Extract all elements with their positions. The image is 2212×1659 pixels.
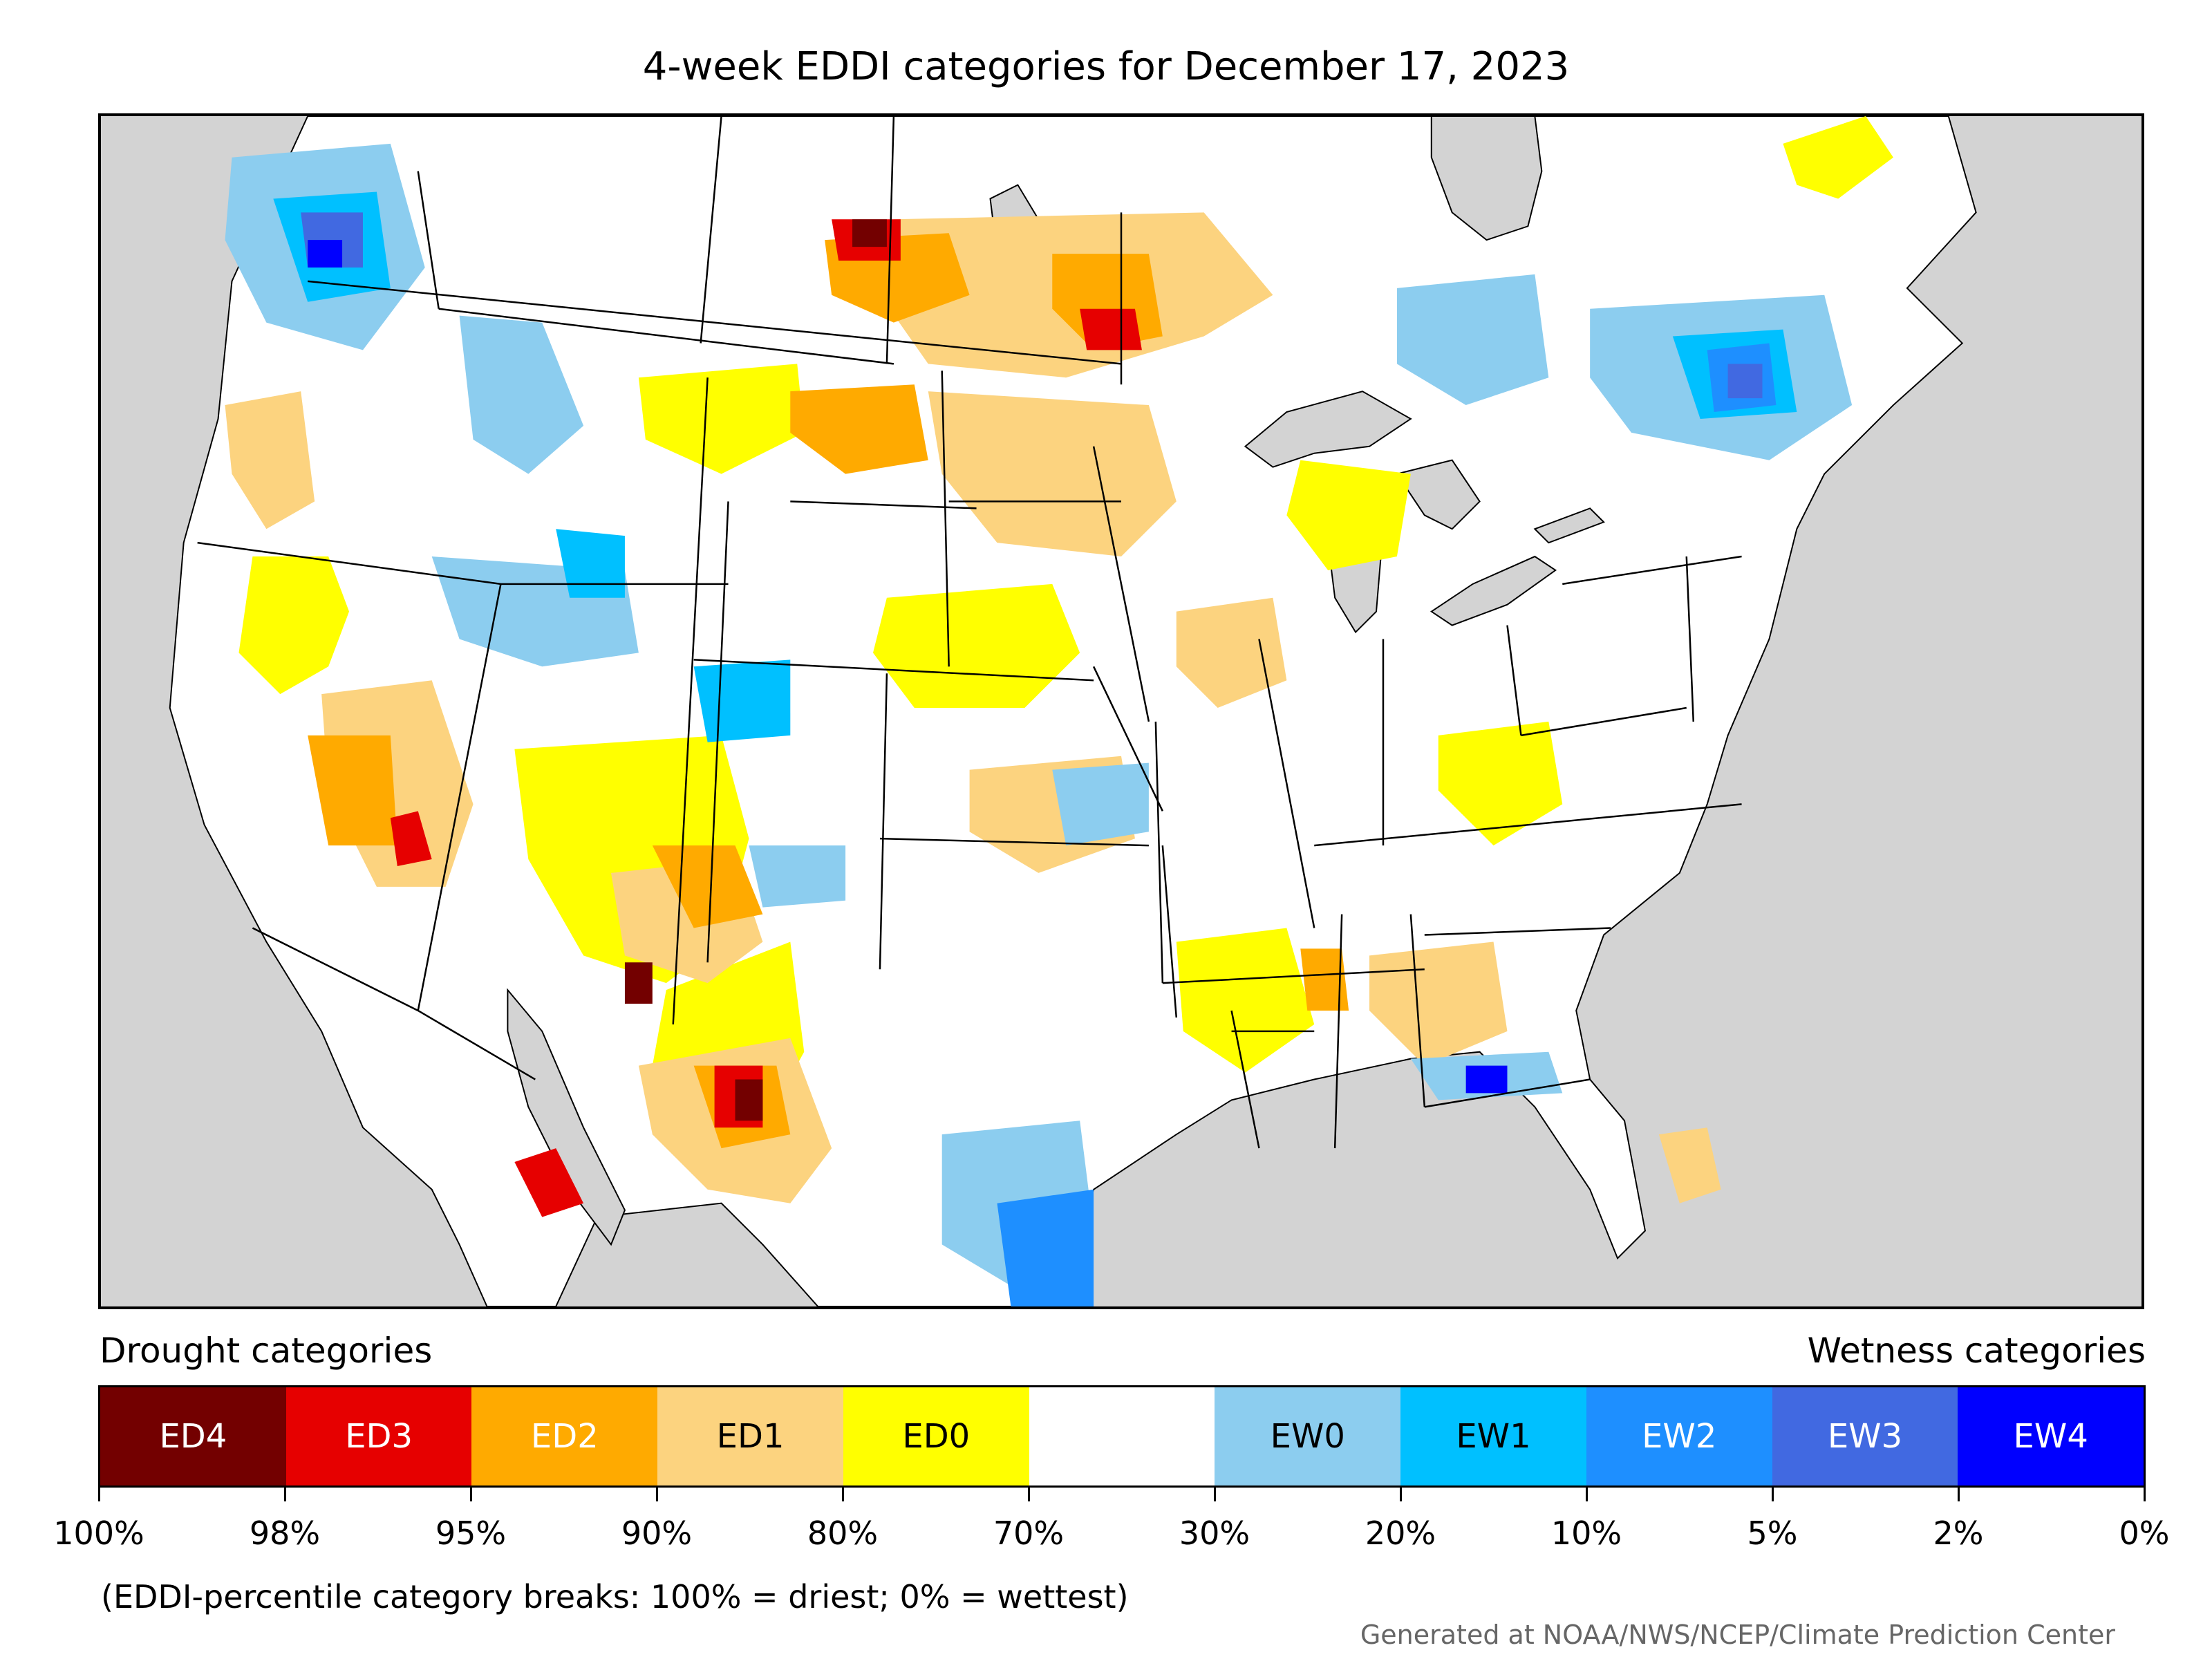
legend-swatch-ed2: ED2 — [471, 1387, 658, 1485]
legend-break-label: 95% — [435, 1515, 507, 1552]
legend-swatch-ed1: ED1 — [657, 1387, 843, 1485]
wetness-categories-heading: Wetness categories — [1807, 1331, 2146, 1371]
legend-swatch-ew3: EW3 — [1772, 1387, 1958, 1485]
legend-break-label: 2% — [1933, 1515, 1984, 1552]
eddi-shading — [225, 116, 1893, 1306]
legend-tick — [842, 1486, 844, 1501]
legend-swatch-ed3: ED3 — [285, 1387, 472, 1485]
hudson-bay — [1430, 116, 1543, 241]
legend-break-label: 100% — [53, 1515, 144, 1552]
legend-break-label: 98% — [249, 1515, 321, 1552]
legend-swatch-neutral — [1029, 1387, 1215, 1485]
gulf-of-california — [507, 988, 626, 1246]
category-legend-bar: ED4 ED3 ED2 ED1 ED0 EW0 EW1 EW2 EW3 EW4 — [98, 1385, 2146, 1488]
legend-swatch-ew2: EW2 — [1586, 1387, 1772, 1485]
legend-break-label: 10% — [1550, 1515, 1622, 1552]
legend-tick — [2144, 1486, 2146, 1501]
legend-tick — [1400, 1486, 1402, 1501]
legend-break-label: 0% — [2119, 1515, 2170, 1552]
legend-swatch-ew4: EW4 — [1958, 1387, 2144, 1485]
drought-categories-heading: Drought categories — [100, 1331, 433, 1371]
legend-tick — [1028, 1486, 1030, 1501]
state-boundaries — [197, 116, 1742, 1149]
legend-break-label: 80% — [807, 1515, 879, 1552]
legend-swatch-ed4: ED4 — [100, 1387, 286, 1485]
credit-line: Generated at NOAA/NWS/NCEP/Climate Predi… — [1360, 1620, 2115, 1650]
legend-swatch-ew1: EW1 — [1400, 1387, 1586, 1485]
legend-tick — [284, 1486, 286, 1501]
land-north-america — [169, 116, 1977, 1306]
legend-tick — [470, 1486, 472, 1501]
legend-break-label: 5% — [1747, 1515, 1798, 1552]
eddi-map — [169, 116, 1977, 1306]
map-panel — [98, 113, 2144, 1309]
legend-tick — [1772, 1486, 1774, 1501]
legend-tick — [1586, 1486, 1588, 1501]
legend-break-label: 70% — [993, 1515, 1065, 1552]
map-title: 4-week EDDI categories for December 17, … — [642, 44, 1570, 89]
legend-swatch-ed0: ED0 — [843, 1387, 1029, 1485]
legend-break-label: 30% — [1179, 1515, 1250, 1552]
category-breaks-note: (EDDI-percentile category breaks: 100% =… — [101, 1578, 1129, 1615]
legend-swatch-ew0: EW0 — [1215, 1387, 1401, 1485]
legend-break-label: 90% — [621, 1515, 693, 1552]
legend-tick — [1214, 1486, 1216, 1501]
legend-break-label: 20% — [1365, 1515, 1436, 1552]
legend-tick — [1958, 1486, 1960, 1501]
legend-tick — [656, 1486, 658, 1501]
legend-tick — [98, 1486, 100, 1501]
